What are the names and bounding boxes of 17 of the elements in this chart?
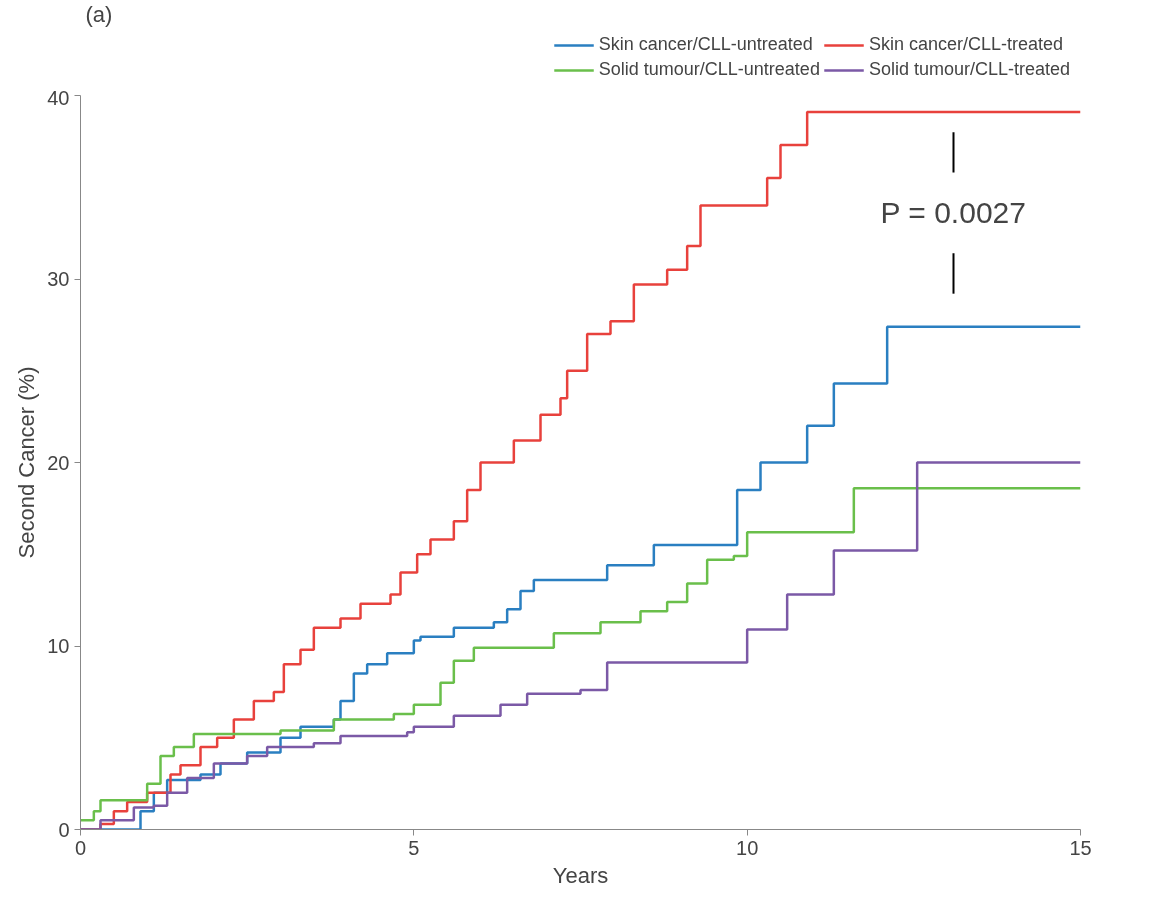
annotation: P = 0.0027 (880, 196, 1026, 230)
y-tick-label: 30 (47, 268, 70, 290)
legend-label: Solid tumour/CLL-treated (868, 59, 1070, 80)
legend-label: Solid tumour/CLL-untreated (598, 59, 820, 80)
y-tick-label: 40 (47, 86, 70, 109)
legend-label: Skin cancer/CLL-untreated (598, 34, 813, 55)
x-tick-label: 10 (736, 836, 759, 859)
x-tick-label: 15 (1069, 836, 1092, 859)
y-tick-label: 10 (47, 635, 70, 657)
x-tick-label: 5 (408, 836, 420, 859)
x-tick-label: 0 (74, 836, 87, 859)
text: (a) (85, 2, 113, 28)
x-axis-title: Years (552, 862, 609, 888)
y-tick-label: 20 (47, 451, 70, 474)
y-tick-label: 0 (58, 818, 70, 841)
y-axis-title: Second Cancer (%) (14, 366, 40, 559)
legend-label: Skin cancer/CLL-treated (868, 34, 1063, 55)
